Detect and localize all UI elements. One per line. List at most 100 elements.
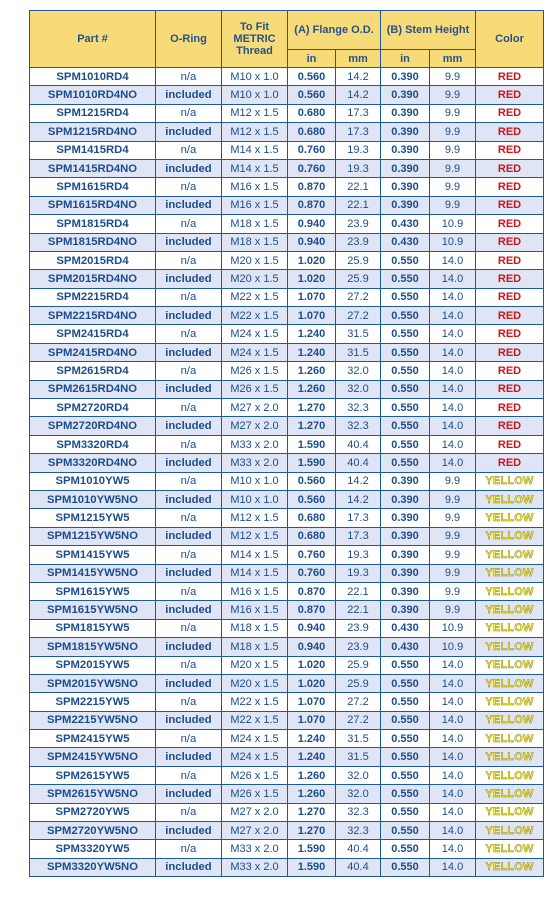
part-number-cell: SPM3320RD4NO	[29, 453, 156, 473]
stem-mm-cell: 14.0	[429, 398, 477, 418]
thread-cell: M18 x 1.5	[221, 232, 288, 252]
flange-mm-cell: 32.3	[334, 416, 382, 436]
stem-mm-cell: 9.9	[429, 122, 477, 142]
flange-mm-cell: 40.4	[334, 839, 382, 859]
oring-cell: included	[155, 489, 222, 510]
stem-mm-cell: 14.0	[429, 729, 477, 749]
flange-mm-cell: 17.3	[334, 508, 382, 528]
oring-cell: n/a	[155, 324, 222, 344]
oring-cell: included	[155, 710, 222, 731]
table-row: SPM2415RD4 n/a M24 x 1.5 1.240 31.5 0.550 14.0…	[29, 324, 545, 344]
flange-mm-cell: 25.9	[334, 269, 382, 289]
part-number-cell: SPM1815RD4NO	[29, 232, 156, 252]
color-cell: RED	[475, 306, 545, 326]
color-cell: YELLOW	[475, 710, 545, 731]
stem-in-cell: 0.550	[380, 747, 431, 767]
table-body: SPM1010RD4 n/a M10 x 1.0 0.560 14.2 0.390 9.9 R…	[29, 66, 545, 878]
stem-in-cell: 0.430	[380, 232, 431, 252]
flange-mm-cell: 40.4	[334, 453, 382, 473]
stem-in-cell: 0.550	[380, 655, 431, 675]
oring-cell: n/a	[155, 287, 222, 308]
table-row: SPM1010RD4NO included M10 x 1.0 0.560 14.2 0.…	[29, 85, 545, 105]
stem-mm-cell: 14.0	[429, 379, 477, 400]
thread-cell: M22 x 1.5	[221, 692, 288, 712]
part-number-cell: SPM1615YW5NO	[29, 600, 156, 620]
stem-in-cell: 0.550	[380, 453, 431, 473]
thread-cell: M27 x 2.0	[221, 821, 288, 841]
stem-in-cell: 0.390	[380, 526, 431, 547]
thread-cell: M24 x 1.5	[221, 342, 288, 363]
header-oring: O-Ring	[155, 10, 222, 68]
thread-cell: M10 x 1.0	[221, 489, 288, 510]
part-number-cell: SPM2215RD4NO	[29, 306, 156, 326]
table-row: SPM1215YW5 n/a M12 x 1.5 0.680 17.3 0.390 9.9 Y…	[29, 508, 545, 528]
part-number-cell: SPM1215RD4NO	[29, 122, 156, 142]
flange-mm-cell: 32.3	[334, 398, 382, 418]
stem-mm-cell: 9.9	[429, 526, 477, 547]
table-row: SPM1615YW5 n/a M16 x 1.5 0.870 22.1 0.390 9.9 Y…	[29, 581, 545, 602]
oring-cell: n/a	[155, 508, 222, 528]
thread-cell: M20 x 1.5	[221, 655, 288, 675]
stem-in-cell: 0.390	[380, 195, 431, 216]
stem-in-cell: 0.390	[380, 103, 431, 124]
color-cell: YELLOW	[475, 637, 545, 657]
stem-in-cell: 0.390	[380, 600, 431, 620]
flange-in-cell: 0.870	[287, 600, 336, 620]
table-row: SPM2215YW5 n/a M22 x 1.5 1.070 27.2 0.550 14.0…	[29, 692, 545, 712]
flange-mm-cell: 14.2	[334, 85, 382, 105]
stem-mm-cell: 9.9	[429, 600, 477, 620]
parts-table-container: Part # O-Ring To Fit METRIC Thread (A) F…	[29, 10, 545, 878]
stem-mm-cell: 9.9	[429, 563, 477, 583]
oring-cell: included	[155, 600, 222, 620]
thread-cell: M33 x 2.0	[221, 453, 288, 473]
flange-in-cell: 0.760	[287, 545, 336, 565]
flange-in-cell: 1.270	[287, 821, 336, 841]
thread-cell: M16 x 1.5	[221, 195, 288, 216]
color-cell: RED	[475, 342, 545, 363]
stem-mm-cell: 14.0	[429, 306, 477, 326]
stem-in-cell: 0.390	[380, 489, 431, 510]
table-row: SPM2720YW5NO included M27 x 2.0 1.270 32.3 0.…	[29, 821, 545, 841]
flange-in-cell: 1.260	[287, 765, 336, 786]
table-row: SPM3320YW5 n/a M33 x 2.0 1.590 40.4 0.550 14.0…	[29, 839, 545, 859]
flange-in-cell: 1.070	[287, 287, 336, 308]
thread-cell: M24 x 1.5	[221, 747, 288, 767]
color-cell: RED	[475, 434, 545, 455]
part-number-cell: SPM3320RD4	[29, 434, 156, 455]
part-number-cell: SPM2015YW5	[29, 655, 156, 675]
header-thread: To Fit METRIC Thread	[221, 10, 288, 68]
stem-in-cell: 0.550	[380, 342, 431, 363]
oring-cell: included	[155, 821, 222, 841]
part-number-cell: SPM1615RD4NO	[29, 195, 156, 216]
flange-mm-cell: 17.3	[334, 122, 382, 142]
color-cell: YELLOW	[475, 857, 545, 878]
oring-cell: included	[155, 306, 222, 326]
part-number-cell: SPM2015YW5NO	[29, 673, 156, 694]
color-cell: RED	[475, 250, 545, 271]
thread-cell: M33 x 2.0	[221, 434, 288, 455]
flange-in-cell: 1.070	[287, 710, 336, 731]
stem-mm-cell: 9.9	[429, 508, 477, 528]
flange-mm-cell: 32.0	[334, 361, 382, 381]
thread-cell: M22 x 1.5	[221, 287, 288, 308]
thread-cell: M16 x 1.5	[221, 177, 288, 197]
part-number-cell: SPM2415YW5NO	[29, 747, 156, 767]
table-row: SPM1815RD4 n/a M18 x 1.5 0.940 23.9 0.430 10.9…	[29, 214, 545, 234]
color-cell: YELLOW	[475, 765, 545, 786]
stem-mm-cell: 9.9	[429, 177, 477, 197]
flange-in-cell: 1.260	[287, 784, 336, 804]
color-cell: YELLOW	[475, 471, 545, 491]
flange-mm-cell: 31.5	[334, 342, 382, 363]
part-number-cell: SPM2215YW5	[29, 692, 156, 712]
thread-cell: M27 x 2.0	[221, 802, 288, 823]
stem-mm-cell: 14.0	[429, 784, 477, 804]
table-row: SPM1010YW5NO included M10 x 1.0 0.560 14.2 0.…	[29, 489, 545, 510]
flange-mm-cell: 27.2	[334, 710, 382, 731]
table-row: SPM1815YW5 n/a M18 x 1.5 0.940 23.9 0.430 10.9…	[29, 618, 545, 639]
flange-mm-cell: 32.0	[334, 379, 382, 400]
color-cell: YELLOW	[475, 526, 545, 547]
oring-cell: n/a	[155, 250, 222, 271]
flange-in-cell: 1.020	[287, 673, 336, 694]
flange-in-cell: 1.020	[287, 655, 336, 675]
table-row: SPM1615RD4NO included M16 x 1.5 0.870 22.1 0.…	[29, 195, 545, 216]
